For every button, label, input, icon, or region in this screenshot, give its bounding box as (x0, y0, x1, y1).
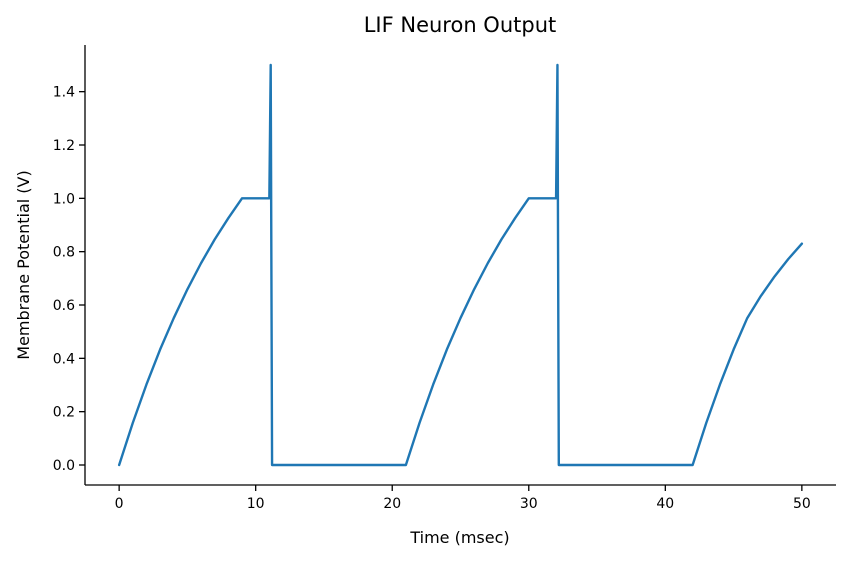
y-tick-label: 0.0 (53, 458, 75, 474)
y-tick-label: 1.4 (53, 85, 75, 101)
y-tick-label: 0.4 (53, 351, 75, 367)
y-tick-label: 0.6 (53, 298, 75, 314)
chart-title: LIF Neuron Output (364, 13, 557, 37)
y-tick-label: 0.2 (53, 405, 75, 421)
plot-area (117, 63, 804, 467)
y-tick-label: 1.0 (53, 191, 75, 207)
x-tick-label: 50 (793, 496, 811, 512)
x-tick-label: 40 (656, 496, 674, 512)
x-tick-label: 20 (383, 496, 401, 512)
y-tick-label: 1.2 (53, 138, 75, 154)
y-tick-label: 0.8 (53, 245, 75, 261)
x-tick-label: 0 (115, 496, 124, 512)
y-axis-label: Membrane Potential (V) (14, 170, 33, 359)
x-axis-label: Time (msec) (409, 528, 509, 547)
y-axis-ticks: 0.0 0.2 0.4 0.6 0.8 1.0 1.2 1.4 (53, 85, 85, 474)
x-tick-label: 10 (247, 496, 265, 512)
x-tick-label: 30 (520, 496, 538, 512)
membrane-potential-line (117, 63, 804, 467)
x-axis-ticks: 0 10 20 30 40 50 (115, 485, 811, 512)
